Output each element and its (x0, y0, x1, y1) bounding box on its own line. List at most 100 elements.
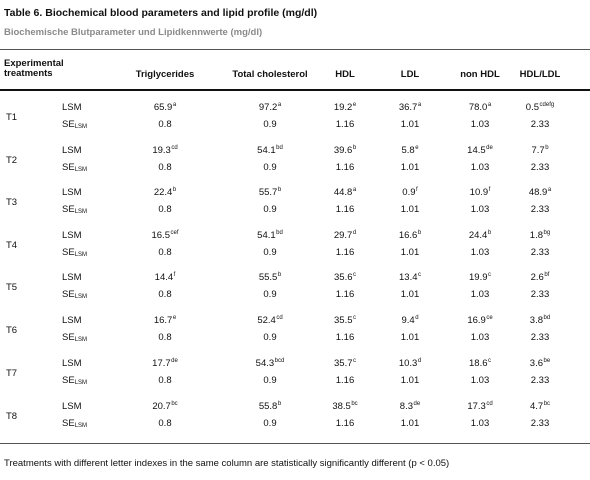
table-row: T5 LSM SELSM 14.4f 0.8 55.5b 0.9 35.6c 1.16 13.4c… (0, 272, 590, 308)
stat-label-se-subscript: LSM (74, 124, 88, 130)
lsm-cell: 3.8bd (510, 315, 570, 326)
lsm-cell: 16.9ce (450, 315, 510, 326)
se-cell: 1.01 (400, 162, 420, 173)
lsm-value: 3.6 (529, 358, 544, 369)
se-cell: 2.33 (530, 162, 550, 173)
stat-label-se-main: SE (62, 204, 75, 215)
lsm-value: 10.9 (469, 187, 489, 198)
lsm-cell: 35.7c (320, 358, 370, 369)
lsm-cell: 29.7d (320, 230, 370, 241)
se-cell: 0.8 (158, 289, 172, 300)
significance-letters: f (173, 272, 176, 278)
significance-letters: cd (276, 315, 283, 321)
se-cell: 1.01 (400, 204, 420, 215)
significance-letters: d (352, 230, 357, 236)
se-cell: 0.9 (263, 332, 277, 343)
lsm-value: 48.9 (528, 187, 548, 198)
lsm-cell: 13.4c (390, 272, 430, 283)
se-cell: 1.16 (335, 375, 355, 386)
se-cell: 0.9 (263, 204, 277, 215)
stat-label-se-main: SE (62, 332, 75, 343)
lsm-cell: 22.4b (130, 187, 200, 198)
lsm-value: 0.5 (525, 102, 540, 113)
lsm-cell: 17.3cd (450, 401, 510, 412)
lsm-cell: 38.5bc (320, 401, 370, 412)
lsm-value: 29.7 (333, 230, 353, 241)
stat-label-se-subscript: LSM (74, 167, 88, 173)
significance-letters: cdefg (539, 102, 555, 108)
lsm-value: 54.3 (255, 358, 275, 369)
significance-letters: be (543, 358, 551, 364)
se-cell: 1.16 (335, 162, 355, 173)
significance-letters: b (417, 230, 422, 236)
lsm-value: 54.1 (257, 230, 276, 241)
significance-letters: e (415, 145, 419, 151)
lsm-value: 8.3 (399, 401, 414, 412)
se-cell: 0.8 (158, 247, 172, 258)
stat-label-se-subscript: LSM (74, 337, 88, 343)
lsm-value: 35.7 (334, 358, 353, 369)
significance-letters: a (417, 102, 422, 108)
se-cell: 1.01 (400, 332, 420, 343)
lsm-cell: 14.4f (130, 272, 200, 283)
significance-letters: b (277, 401, 282, 407)
lsm-value: 1.8 (529, 230, 544, 241)
significance-letters: d (415, 315, 419, 321)
treatment-label: T4 (6, 240, 18, 251)
treatment-label: T3 (6, 197, 18, 208)
significance-letters: bf (544, 272, 550, 278)
se-cell: 1.03 (470, 289, 490, 300)
significance-letters: bg (543, 230, 551, 236)
column-header: Triglycerides (135, 69, 195, 80)
significance-letters: c (418, 272, 421, 278)
lsm-cell: 54.1bd (220, 145, 320, 156)
stat-label-lsm: LSM (62, 315, 82, 326)
lsm-cell: 8.3de (390, 401, 430, 412)
se-cell: 1.03 (470, 162, 490, 173)
se-cell: 1.16 (335, 204, 355, 215)
lsm-cell: 52.4cd (220, 315, 320, 326)
significance-letters: bcd (274, 358, 285, 364)
significance-letters: f (488, 187, 491, 193)
lsm-value: 39.6 (333, 145, 353, 156)
se-cell: 1.16 (335, 247, 355, 258)
lsm-value: 17.7 (152, 358, 171, 369)
significance-letters: de (486, 145, 493, 151)
lsm-cell: 39.6b (320, 145, 370, 156)
stat-label-lsm: LSM (62, 401, 82, 412)
se-cell: 1.01 (400, 289, 420, 300)
se-cell: 0.9 (263, 247, 277, 258)
stat-label-lsm: LSM (62, 272, 82, 283)
treatment-label: T2 (6, 155, 18, 166)
lsm-value: 4.7 (529, 401, 544, 412)
stat-label-se-main: SE (62, 289, 75, 300)
significance-letters: a (277, 102, 282, 108)
lsm-cell: 0.9f (390, 187, 430, 198)
lsm-cell: 20.7bc (130, 401, 200, 412)
table-row: T2 LSM SELSM 19.3cd 0.8 54.1bd 0.9 39.6b 1.16 5.8… (0, 145, 590, 181)
stat-label-se: SELSM (62, 375, 92, 386)
stat-label-se: SELSM (62, 119, 92, 130)
se-cell: 0.8 (158, 119, 172, 130)
lsm-value: 3.8 (529, 315, 544, 326)
stat-label-se-main: SE (62, 418, 75, 429)
se-cell: 2.33 (530, 418, 550, 429)
se-cell: 0.9 (263, 162, 277, 173)
lsm-value: 38.5 (332, 401, 351, 412)
lsm-value: 44.8 (333, 187, 353, 198)
significance-letters: cd (171, 145, 178, 151)
se-cell: 1.16 (335, 418, 355, 429)
significance-letters: f (416, 187, 418, 193)
stat-label-lsm: LSM (62, 145, 82, 156)
lsm-value: 10.3 (398, 358, 418, 369)
se-cell: 1.03 (470, 247, 490, 258)
lsm-value: 16.6 (398, 230, 418, 241)
se-cell: 2.33 (530, 332, 550, 343)
significance-letters: b (172, 187, 177, 193)
lsm-value: 78.0 (468, 102, 488, 113)
se-cell: 0.8 (158, 375, 172, 386)
table-row: T3 LSM SELSM 22.4b 0.8 55.7b 0.9 44.8a 1.16 0.9f 1… (0, 187, 590, 223)
lsm-cell: 2.6bf (510, 272, 570, 283)
stat-label-se: SELSM (62, 162, 92, 173)
significance-letters: c (353, 315, 356, 321)
